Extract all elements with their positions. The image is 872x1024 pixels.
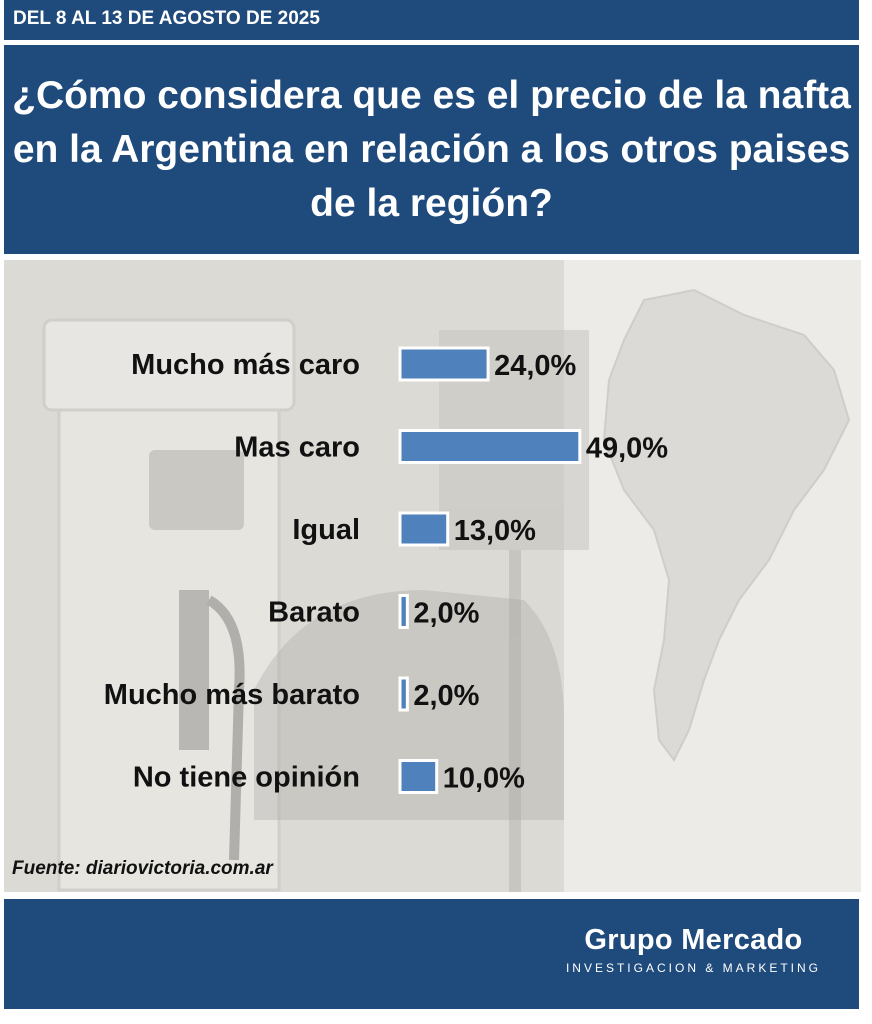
brand-tagline: INVESTIGACION & MARKETING [565,961,821,975]
data-label: 2,0% [413,598,479,630]
question-title: ¿Cómo considera que es el precio de la n… [12,73,851,225]
data-label: 49,0% [586,433,668,465]
bar-chart: Mucho más caro 24,0% Mas caro 49,0% Igual 13,… [104,346,668,795]
data-label: 13,0% [454,515,536,547]
south-america-map-icon [602,288,851,762]
data-label: 24,0% [494,350,576,382]
category-label: Mucho más barato [104,679,360,711]
category-label: Barato [268,597,360,629]
bar [398,429,582,464]
bar [398,594,409,629]
car-silhouette [254,590,564,820]
category-label: Mas caro [234,432,360,464]
category-label: No tiene opinión [133,762,360,794]
gas-pump-icon [42,318,296,892]
bar [398,759,439,794]
date-range-bar: DEL 8 AL 13 DE AGOSTO DE 2025 [4,0,859,40]
date-range-text: DEL 8 AL 13 DE AGOSTO DE 2025 [13,8,320,29]
brand-logo: Grupo Mercado INVESTIGACION & MARKETING [566,923,821,975]
footer-bar: Grupo Mercado INVESTIGACION & MARKETING [4,899,859,1009]
bar [398,676,409,712]
category-label: Igual [292,514,360,546]
chart-area: Mucho más caro 24,0% Mas caro 49,0% Igual 13,… [4,260,861,892]
question-title-box: ¿Cómo considera que es el precio de la n… [4,45,859,254]
data-label: 10,0% [443,763,525,795]
source-note: Fuente: diariovictoria.com.ar [12,858,273,879]
data-label: 2,0% [413,680,479,712]
brand-name: Grupo Mercado [584,924,803,956]
category-label: Mucho más caro [131,349,360,381]
bar [398,511,450,547]
bar [398,346,490,382]
